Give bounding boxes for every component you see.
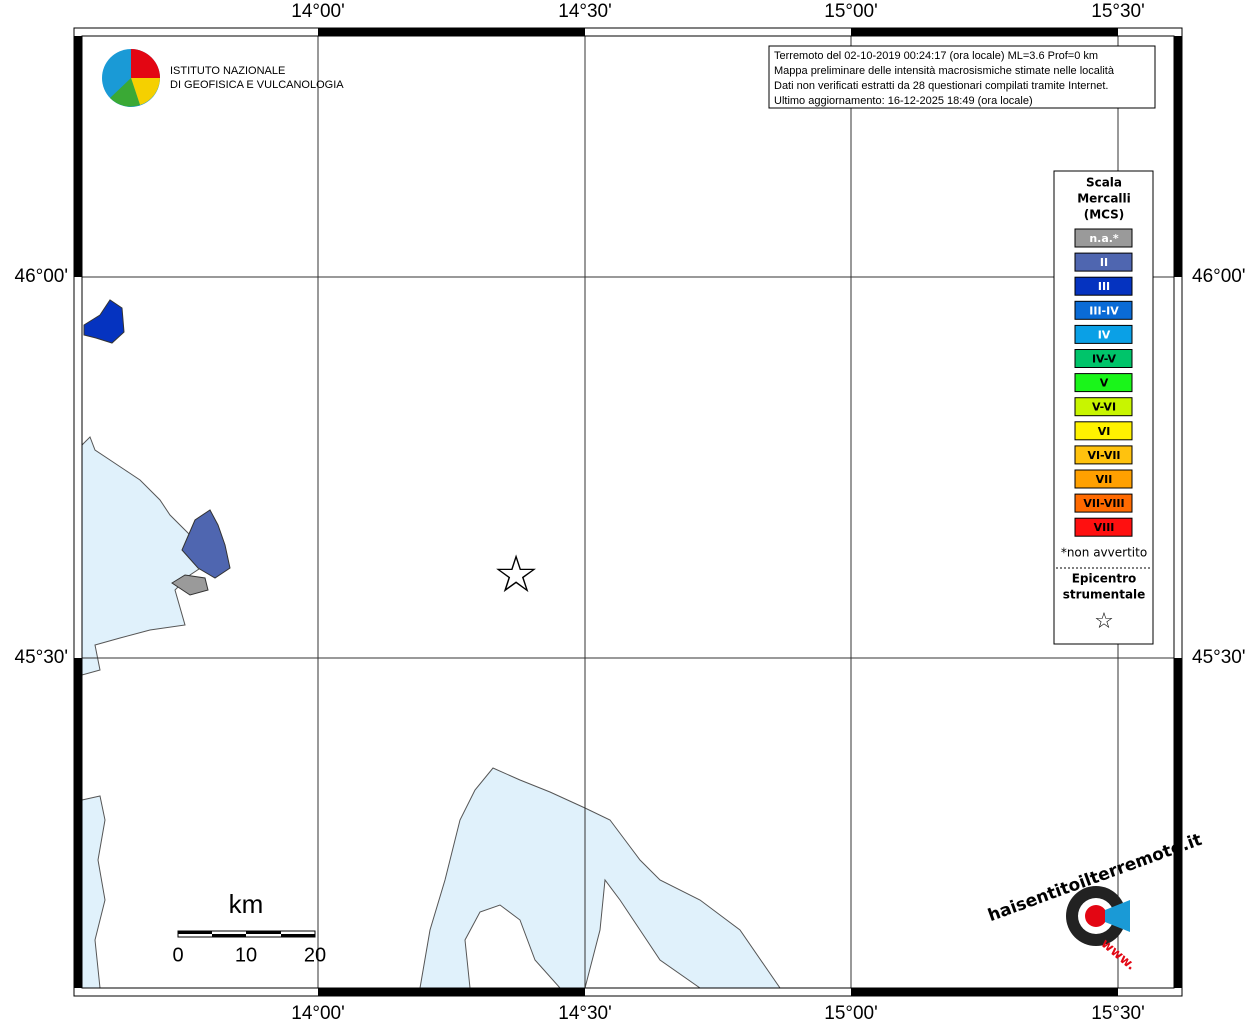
legend-swatch (1074, 421, 1133, 441)
legend-swatch (1074, 324, 1133, 344)
lon-label: 15°30' (1091, 1, 1145, 22)
legend-label: VI-VII (1087, 449, 1120, 462)
info-line: Terremoto del 02-10-2019 00:24:17 (ora l… (774, 50, 1098, 62)
legend-label: n.a.* (1089, 232, 1119, 245)
ingv-logo: ISTITUTO NAZIONALE DI GEOFISICA E VULCAN… (102, 49, 344, 107)
legend-title: Scala (1086, 176, 1122, 190)
legend-swatch (1074, 349, 1133, 368)
lon-label: 15°00' (824, 1003, 878, 1024)
legend-label: V-VI (1092, 401, 1116, 414)
legend-swatch (1074, 493, 1133, 513)
region-ii (181, 509, 231, 579)
legend-star: ☆ (1094, 609, 1114, 634)
legend-swatch (1074, 300, 1133, 320)
legend-label: III-IV (1089, 304, 1119, 317)
legend-swatch (1074, 228, 1133, 248)
frame (73, 27, 1183, 997)
scale-bar: km 0 10 20 (172, 889, 326, 966)
coastline (81, 436, 781, 989)
legend-label: VIII (1094, 521, 1115, 534)
lat-label: 45°30' (1192, 647, 1246, 668)
legend-label: IV-V (1092, 353, 1117, 366)
scale-unit: km (229, 889, 264, 919)
legend-label: III (1098, 280, 1110, 293)
legend-swatch (1074, 373, 1133, 393)
legend-epicenter: Epicentro (1072, 572, 1137, 586)
logo-line: DI GEOFISICA E VULCANOLOGIA (170, 79, 344, 91)
epicenter-star: ☆ (493, 545, 540, 605)
info-line: Ultimo aggiornamento: 16-12-2025 18:49 (… (774, 95, 1033, 107)
legend-epicenter: strumentale (1063, 588, 1146, 602)
scale-label: 0 (172, 944, 183, 966)
legend-swatch (1074, 469, 1133, 489)
legend-swatch (1074, 445, 1133, 465)
scale-label: 20 (304, 944, 326, 966)
legend-label: VII (1096, 473, 1113, 486)
lat-label: 45°30' (15, 647, 69, 668)
legend-note: *non avvertito (1061, 546, 1147, 560)
legend-label: VI (1098, 425, 1111, 438)
legend-swatch (1074, 276, 1133, 296)
map-area (82, 36, 1174, 988)
legend-swatch (1074, 517, 1133, 537)
info-line: Mappa preliminare delle intensità macros… (774, 65, 1115, 77)
legend-label: II (1100, 256, 1108, 269)
legend-title: (MCS) (1084, 208, 1125, 222)
legend-title: Mercalli (1077, 192, 1131, 206)
lat-label: 46°00' (1192, 266, 1246, 287)
lon-label: 14°30' (558, 1003, 612, 1024)
lon-label: 15°30' (1091, 1003, 1145, 1024)
lon-label: 14°00' (291, 1003, 345, 1024)
region-iii (83, 299, 125, 344)
legend-swatch (1074, 252, 1133, 272)
info-box (768, 45, 1156, 109)
legend-swatch (1074, 397, 1133, 417)
lon-label: 14°00' (291, 1, 345, 22)
scale-label: 10 (235, 944, 257, 966)
legend-label: IV (1098, 328, 1111, 341)
legend-label: VII-VIII (1083, 497, 1124, 510)
lon-label: 14°30' (558, 1, 612, 22)
legend-label: V (1100, 377, 1109, 390)
info-line: Dati non verificati estratti da 28 quest… (774, 80, 1108, 92)
region-na (171, 574, 209, 596)
lat-label: 46°00' (15, 266, 69, 287)
logo-line: ISTITUTO NAZIONALE (170, 65, 285, 77)
lon-label: 15°00' (824, 1, 878, 22)
